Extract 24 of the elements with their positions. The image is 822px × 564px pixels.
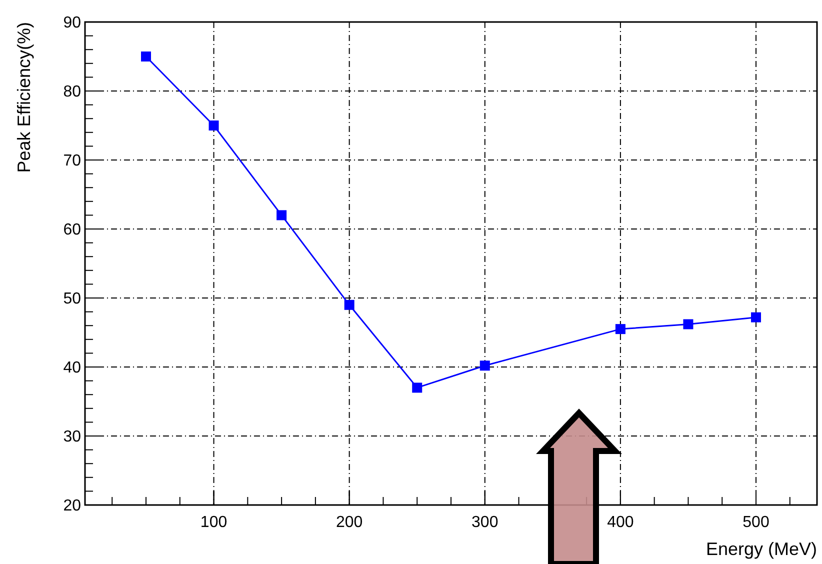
y-tick-label: 80 — [63, 84, 82, 101]
x-tick-label: 200 — [336, 514, 363, 531]
point — [344, 300, 354, 310]
point — [276, 210, 287, 220]
x-tick-label: 100 — [200, 514, 228, 531]
y-tick-label: 90 — [63, 14, 82, 32]
y-tick-label: 50 — [63, 290, 82, 308]
point — [683, 319, 694, 330]
y-axis-title: Peak Efficiency(%) — [14, 22, 34, 173]
point — [751, 312, 761, 322]
x-axis-title: Energy (MeV) — [706, 539, 817, 559]
x-tick-label: 500 — [742, 514, 770, 531]
point — [141, 52, 151, 62]
point — [412, 382, 422, 393]
y-tick-label: 30 — [63, 428, 82, 446]
y-tick-label: 20 — [63, 498, 82, 515]
y-tick-label: 60 — [63, 222, 82, 239]
y-tick-label: 70 — [63, 152, 82, 170]
y-tick-label: 40 — [63, 360, 82, 377]
x-tick-label: 300 — [472, 514, 498, 531]
x-tick-label: 400 — [607, 514, 634, 531]
point — [615, 324, 626, 334]
point — [208, 120, 219, 130]
point — [480, 360, 490, 371]
